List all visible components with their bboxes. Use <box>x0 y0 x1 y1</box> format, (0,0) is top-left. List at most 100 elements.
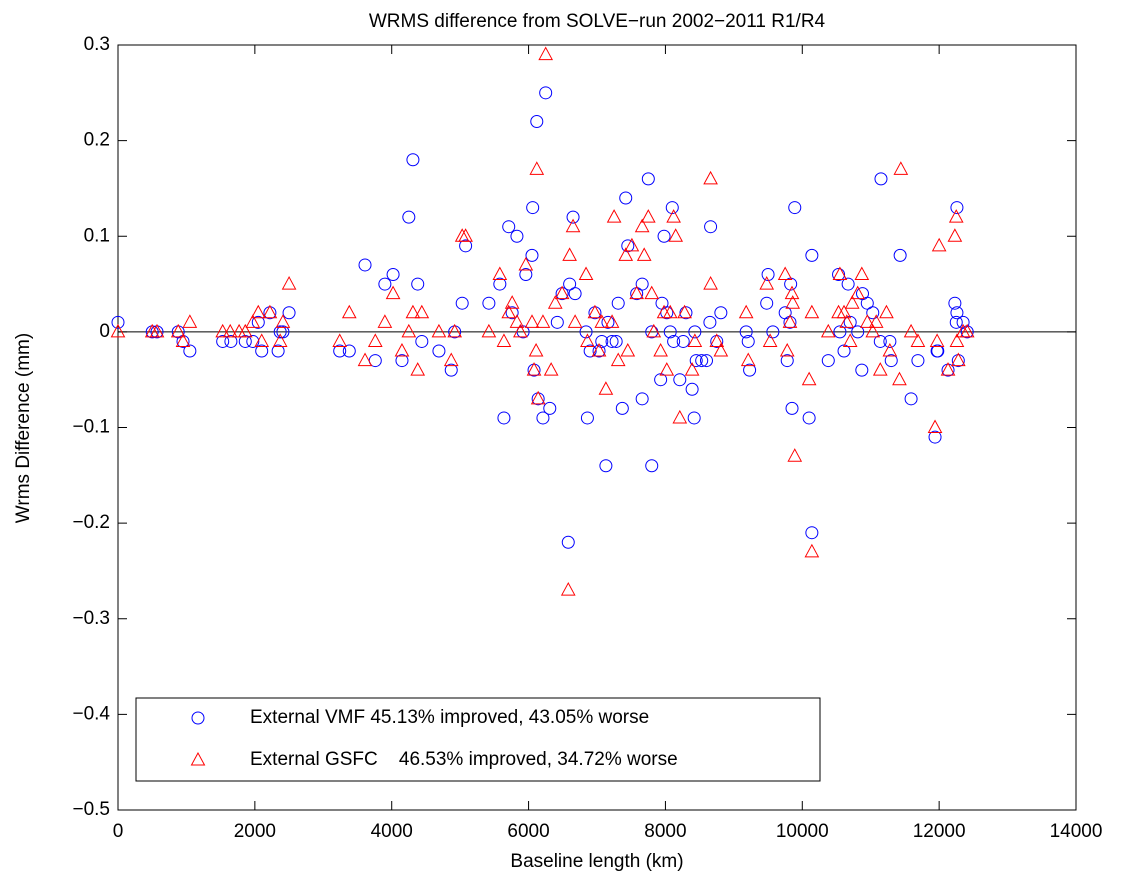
point <box>530 390 546 405</box>
point <box>281 276 297 290</box>
point <box>386 268 400 281</box>
point <box>566 210 580 224</box>
point <box>689 354 703 368</box>
point <box>605 334 619 348</box>
point <box>543 401 557 415</box>
point <box>787 448 803 462</box>
point <box>892 371 907 386</box>
point <box>504 295 520 309</box>
point <box>609 334 623 348</box>
point <box>782 314 798 328</box>
point <box>254 333 270 347</box>
point <box>535 314 551 328</box>
point <box>844 295 860 309</box>
point <box>624 237 640 252</box>
point <box>836 304 852 319</box>
point <box>688 325 702 339</box>
point <box>447 323 463 338</box>
y-tick-label: −0.3 <box>72 608 110 629</box>
point <box>634 218 650 233</box>
point <box>563 277 577 291</box>
point <box>927 419 943 433</box>
point <box>949 333 965 347</box>
point <box>543 362 559 376</box>
point <box>931 344 945 358</box>
point <box>635 277 649 291</box>
point <box>893 161 909 175</box>
point <box>224 334 238 348</box>
point <box>580 333 595 347</box>
point <box>513 323 528 338</box>
point <box>947 228 963 242</box>
point <box>611 296 625 310</box>
point <box>884 354 898 368</box>
point <box>245 314 261 328</box>
point <box>779 342 795 357</box>
point <box>402 210 416 224</box>
point <box>111 315 125 329</box>
point <box>865 323 881 338</box>
point <box>644 285 660 300</box>
point <box>804 543 820 558</box>
point <box>282 306 296 320</box>
point <box>860 296 874 310</box>
point <box>956 315 970 329</box>
point <box>676 334 690 348</box>
y-tick-label: 0.3 <box>84 34 110 55</box>
point <box>948 209 964 223</box>
point <box>832 266 848 280</box>
point <box>784 285 800 300</box>
point <box>598 381 614 395</box>
point <box>565 218 581 233</box>
x-tick-label: 2000 <box>234 821 276 842</box>
point <box>780 354 794 368</box>
point <box>273 325 287 339</box>
point <box>820 323 836 338</box>
point <box>618 247 634 261</box>
point <box>619 191 633 205</box>
point <box>893 248 907 262</box>
point <box>821 354 835 368</box>
point <box>580 411 594 425</box>
point <box>405 304 421 319</box>
point <box>882 342 898 357</box>
point <box>550 315 564 329</box>
point <box>883 334 897 348</box>
point <box>255 344 269 358</box>
point <box>497 411 511 425</box>
point <box>524 314 540 328</box>
point <box>432 344 446 358</box>
point <box>401 323 417 338</box>
point <box>599 459 613 473</box>
point <box>738 304 754 319</box>
point <box>879 304 894 319</box>
x-tick-label: 4000 <box>371 821 413 842</box>
point <box>910 333 926 347</box>
legend-marker <box>190 751 206 766</box>
point <box>554 285 570 300</box>
point <box>739 325 753 339</box>
point <box>215 323 231 338</box>
point <box>458 228 473 242</box>
point <box>610 352 626 367</box>
legend-label: External GSFC 46.53% improved, 34.72% wo… <box>250 749 678 770</box>
point <box>785 295 801 309</box>
point <box>175 333 191 347</box>
point <box>713 342 729 357</box>
point <box>629 285 645 300</box>
point <box>529 161 545 175</box>
point <box>606 209 622 223</box>
point <box>410 362 426 376</box>
point <box>459 239 473 253</box>
point <box>872 362 888 376</box>
point <box>851 325 865 339</box>
point <box>250 304 266 319</box>
legend-label: External VMF 45.13% improved, 43.05% wor… <box>250 707 649 728</box>
point <box>443 352 459 367</box>
legend-box <box>135 697 821 782</box>
point <box>367 333 383 347</box>
point <box>492 266 508 280</box>
point <box>519 268 533 281</box>
point <box>704 220 718 234</box>
point <box>805 248 819 262</box>
